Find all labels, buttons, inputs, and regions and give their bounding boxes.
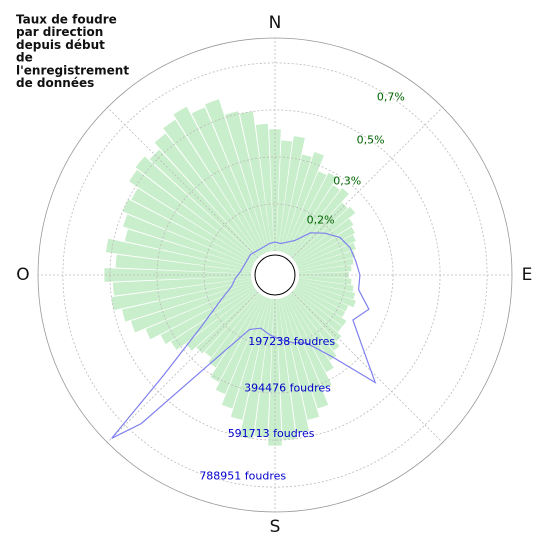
bar <box>173 106 264 255</box>
bar <box>215 296 266 395</box>
bar <box>287 294 337 361</box>
outer-circle <box>37 37 513 513</box>
bar <box>289 292 340 351</box>
r-tick-label: 0,2% <box>307 214 335 227</box>
spoke <box>107 291 259 443</box>
spoke <box>291 107 443 259</box>
r2-tick-label: 788951 foudres <box>199 469 286 482</box>
bar <box>123 214 253 268</box>
bar <box>191 107 266 254</box>
bar <box>145 284 254 340</box>
r2-tick-label: 197238 foudres <box>248 335 335 348</box>
bar <box>289 188 349 258</box>
bar <box>298 276 352 285</box>
spoke <box>291 291 443 443</box>
bar <box>204 292 261 358</box>
bar <box>160 286 255 344</box>
bar <box>297 280 356 300</box>
bar <box>239 298 272 439</box>
title-line: depuis début <box>16 38 105 52</box>
bar <box>154 133 261 258</box>
bar <box>131 188 255 264</box>
bar <box>292 289 343 333</box>
bar <box>163 119 263 256</box>
bar <box>171 287 256 350</box>
direction-label: N <box>269 13 282 33</box>
bar <box>208 294 263 368</box>
direction-label: S <box>270 517 281 537</box>
bar <box>278 298 309 434</box>
bar <box>205 99 268 253</box>
bar <box>298 258 354 272</box>
direction-label: O <box>16 265 29 285</box>
r2-tick-label: 591713 foudres <box>228 427 315 440</box>
title-line: par direction <box>16 25 103 39</box>
r-tick-label: 0,5% <box>357 133 385 146</box>
bar <box>282 151 324 253</box>
bar <box>105 238 252 272</box>
grid-circle <box>109 109 441 441</box>
bar <box>129 169 256 263</box>
bar <box>297 242 356 268</box>
bar <box>295 286 346 318</box>
grid-circle <box>203 203 347 347</box>
bar <box>282 297 329 409</box>
bar <box>298 265 352 274</box>
bar <box>278 136 305 252</box>
title-line: de données <box>16 76 94 90</box>
bar <box>284 296 332 390</box>
bar <box>294 218 354 263</box>
bar <box>297 250 356 270</box>
bar <box>210 295 264 382</box>
bar <box>225 111 270 253</box>
spoke <box>107 107 259 259</box>
bar <box>284 171 327 254</box>
bar <box>286 295 334 373</box>
bar <box>122 199 254 266</box>
bar <box>185 289 258 351</box>
bar <box>298 278 354 292</box>
bar <box>255 123 274 252</box>
bar <box>122 280 253 322</box>
bar <box>135 156 258 261</box>
bar <box>276 140 293 252</box>
bar <box>254 298 274 438</box>
title-line: de <box>16 51 33 65</box>
title-line: l'enregistrement <box>16 63 129 77</box>
bar <box>295 226 356 264</box>
bar <box>296 284 349 312</box>
bar <box>276 298 296 440</box>
bar <box>130 282 253 333</box>
bar <box>111 278 252 311</box>
bar <box>291 202 348 259</box>
grid-circle <box>62 62 488 488</box>
bar <box>287 184 340 256</box>
bar <box>115 254 252 274</box>
r2-tick-label: 394476 foudres <box>244 381 331 394</box>
line <box>111 232 377 439</box>
title-line: Taux de foudre <box>16 13 117 27</box>
bar <box>112 276 252 296</box>
bar <box>296 234 356 266</box>
bar <box>297 282 356 308</box>
direction-label: E <box>522 265 533 285</box>
bar <box>280 297 320 420</box>
bar <box>294 287 347 327</box>
bar <box>239 111 272 252</box>
r-tick-label: 0,3% <box>333 175 361 188</box>
center-hole <box>254 254 296 296</box>
bar <box>221 297 268 409</box>
r-tick-label: 0,7% <box>377 90 405 103</box>
bar <box>280 154 312 253</box>
bar <box>124 229 253 270</box>
grid-circle <box>156 156 394 394</box>
